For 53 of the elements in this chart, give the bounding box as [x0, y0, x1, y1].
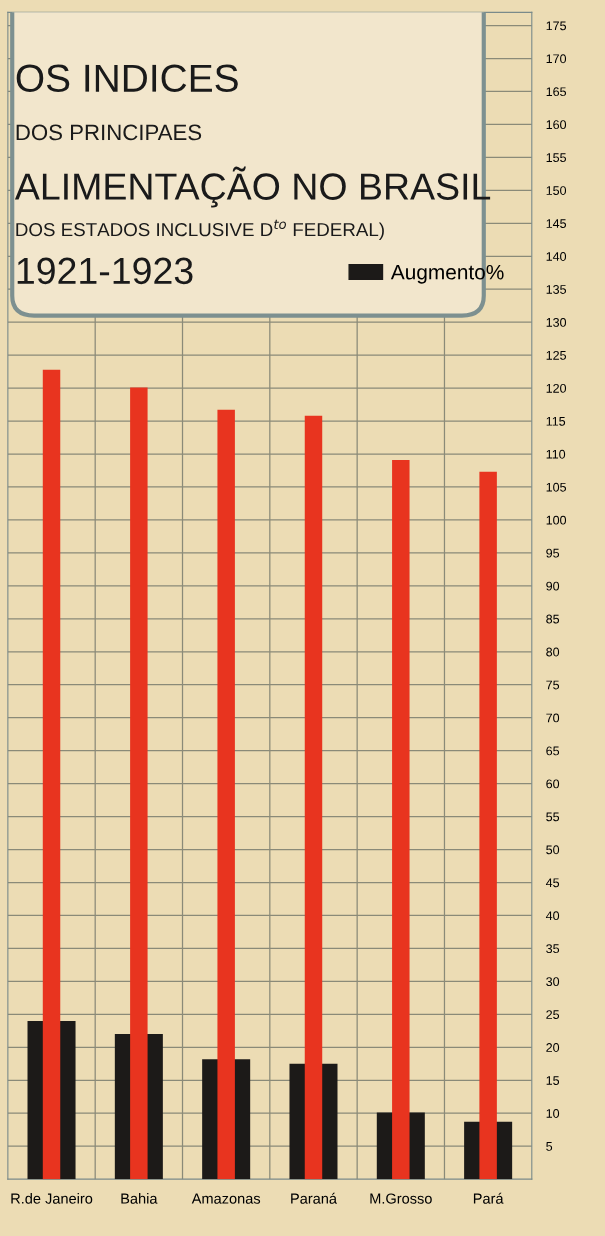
y-tick-label: 95: [546, 548, 560, 558]
y-tick-label: 40: [545, 911, 560, 921]
y-tick-label: 105: [546, 482, 567, 492]
y-tick-label: 110: [546, 449, 566, 459]
y-tick-label: 55: [546, 812, 560, 822]
y-tick-label: 45: [545, 878, 560, 888]
y-tick-label: 20: [546, 1043, 560, 1052]
annotation: ALIMENTAÇÃO NO BRASIL: [14, 166, 491, 208]
annotation: 1921-1923: [17, 257, 193, 285]
y-tick-label: 135: [546, 285, 567, 294]
bar: [304, 415, 323, 1180]
y-tick-label: 100: [546, 515, 567, 525]
x-tick-label: R.de Janeiro: [11, 1193, 93, 1204]
y-tick-label: 90: [546, 581, 560, 591]
x-tick-label: Bahia: [121, 1193, 158, 1204]
bar: [479, 471, 497, 1180]
y-tick-label: 125: [546, 350, 567, 360]
annotation: OS INDICES: [16, 64, 238, 93]
x-tick-label: Pará: [473, 1192, 504, 1204]
bar: [42, 369, 61, 1180]
y-tick-label: 115: [546, 416, 566, 426]
y-tick-label: 30: [546, 977, 560, 987]
y-tick-label: 140: [546, 252, 567, 261]
y-tick-label: 130: [546, 317, 567, 327]
y-tick-label: 150: [546, 186, 567, 195]
y-tick-label: 35: [546, 944, 560, 954]
y-tick-label: 75: [546, 680, 560, 690]
y-tick-label: 175: [546, 21, 567, 31]
y-tick-label: 25: [546, 1010, 560, 1019]
y-tick-label: 70: [546, 713, 560, 723]
y-tick-label: 50: [546, 845, 560, 855]
bar: [217, 409, 235, 1180]
x-tick-label: Amazonas: [191, 1193, 261, 1204]
y-tick-label: 155: [546, 153, 567, 163]
y-tick-label: 10: [546, 1109, 560, 1118]
y-tick-label: 85: [546, 614, 560, 624]
annotation: DOS PRINCIPAES: [16, 124, 202, 141]
annotation: DOS ESTADOS INCLUSIVE D$^{to}$ FEDERAL): [16, 219, 384, 240]
legend-label: Augmento%: [390, 264, 504, 284]
y-tick-label: 165: [546, 87, 567, 97]
bar: [130, 387, 148, 1180]
y-tick-label: 170: [546, 54, 567, 64]
y-tick-label: 15: [546, 1076, 560, 1085]
bar: [392, 459, 410, 1180]
y-tick-label: 60: [546, 779, 560, 789]
x-tick-label: Paraná: [291, 1192, 337, 1204]
y-tick-label: 5: [546, 1142, 553, 1151]
x-tick-label: M.Grosso: [370, 1193, 432, 1204]
y-tick-label: 145: [546, 219, 567, 228]
y-tick-label: 80: [546, 647, 560, 657]
y-tick-label: 120: [546, 383, 567, 393]
y-tick-label: 65: [546, 746, 560, 756]
y-tick-label: 160: [546, 120, 567, 130]
